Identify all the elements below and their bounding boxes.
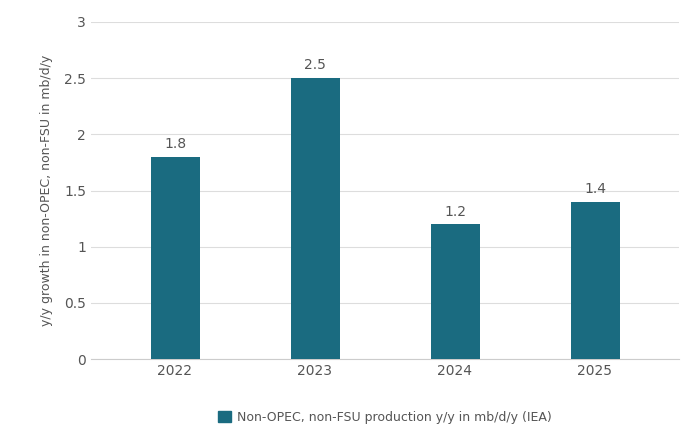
Bar [430, 224, 480, 359]
Bar [570, 202, 620, 359]
Text: 1.8: 1.8 [164, 137, 186, 151]
Text: 1.4: 1.4 [584, 182, 606, 196]
Text: 2.5: 2.5 [304, 59, 326, 73]
Legend: Non-OPEC, non-FSU production y/y in mb/d/y (IEA): Non-OPEC, non-FSU production y/y in mb/d… [214, 406, 556, 429]
Y-axis label: y/y growth in non-OPEC, non-FSU in mb/d/y: y/y growth in non-OPEC, non-FSU in mb/d/… [40, 55, 53, 326]
Bar [290, 78, 340, 359]
Text: 1.2: 1.2 [444, 205, 466, 219]
Bar [150, 157, 200, 359]
